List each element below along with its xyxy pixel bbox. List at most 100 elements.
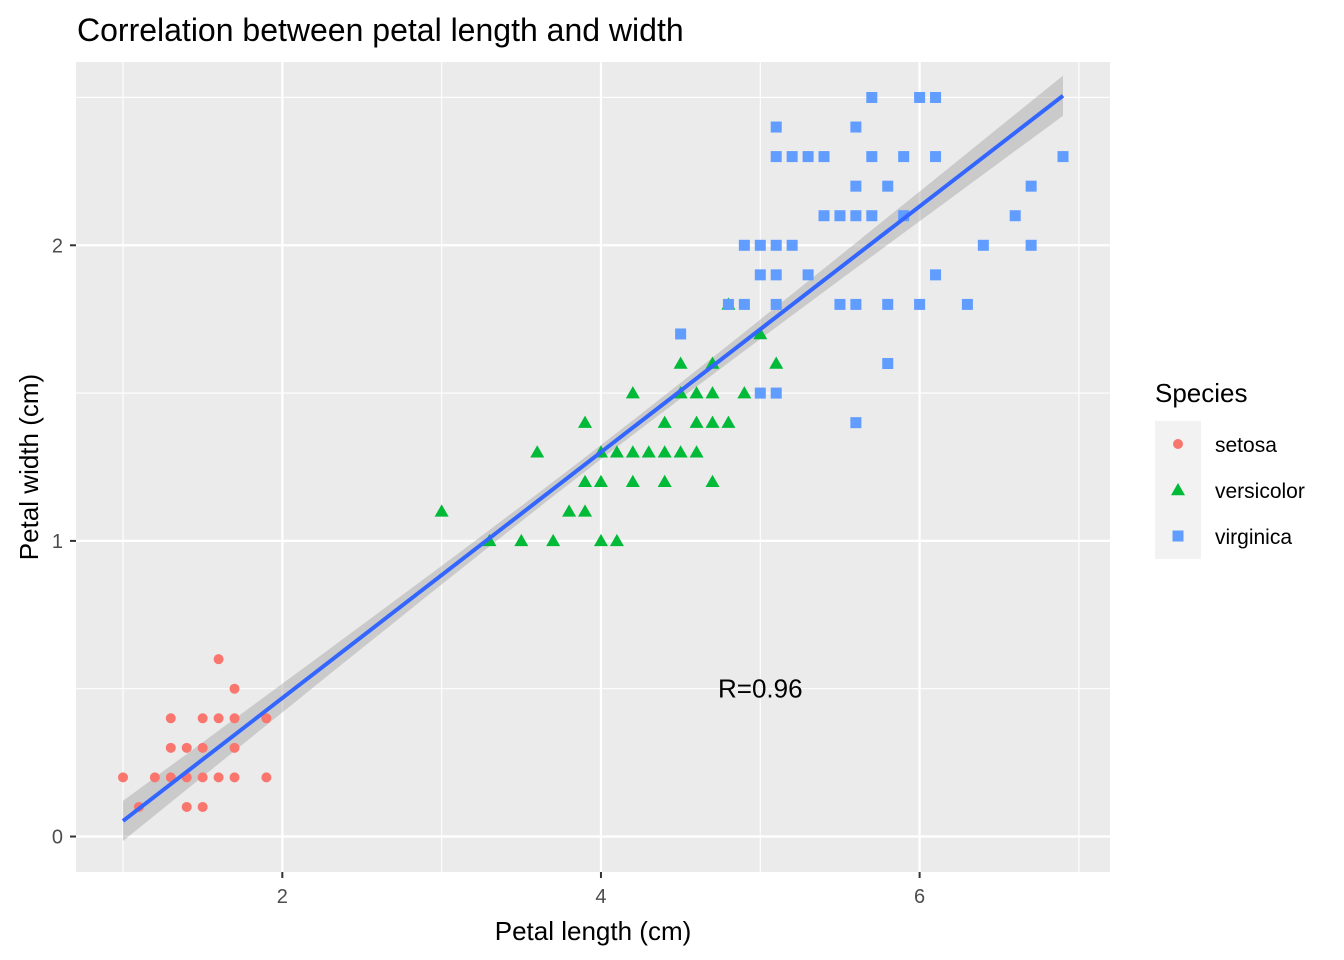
data-point-virginica (802, 269, 814, 281)
data-point-virginica (738, 239, 750, 251)
data-point-virginica (722, 298, 734, 310)
legend-items: setosa versicolor virginica (1155, 421, 1305, 559)
data-point-versicolor (657, 415, 672, 428)
x-tick-label: 2 (277, 886, 288, 908)
legend-label-versicolor: versicolor (1215, 480, 1305, 503)
data-point-virginica (866, 91, 878, 103)
data-point-virginica (930, 151, 942, 163)
data-point-virginica (882, 180, 894, 192)
data-point-versicolor (753, 326, 768, 340)
data-point-virginica (882, 358, 894, 370)
data-point-versicolor (673, 445, 688, 458)
data-point-setosa (229, 683, 240, 694)
data-point-versicolor (593, 474, 608, 488)
data-point-versicolor (609, 533, 624, 547)
chart-title: Correlation between petal length and wid… (77, 12, 684, 48)
series-versicolor (434, 297, 784, 547)
data-point-virginica (866, 210, 878, 222)
data-point-virginica (754, 239, 766, 251)
legend: Species setosa versicolor virginica (1155, 378, 1305, 559)
data-point-versicolor (578, 415, 593, 428)
correlation-annotation: R=0.96 (718, 674, 803, 704)
data-point-virginica (786, 151, 798, 163)
data-point-setosa (165, 742, 176, 753)
data-point-setosa (197, 801, 208, 812)
data-point-versicolor (689, 445, 704, 458)
data-point-virginica (770, 269, 782, 281)
data-point-virginica (1025, 239, 1037, 251)
data-point-virginica (961, 298, 973, 310)
data-point-versicolor (641, 445, 656, 458)
trendline-layer (121, 94, 1065, 823)
legend-title: Species (1155, 378, 1248, 408)
data-point-virginica (1025, 180, 1037, 192)
data-point-virginica (834, 210, 846, 222)
data-points (118, 91, 1069, 812)
data-point-versicolor (514, 533, 529, 547)
data-point-setosa (229, 713, 240, 724)
data-point-versicolor (625, 474, 640, 488)
data-point-virginica (898, 151, 910, 163)
data-point-virginica (898, 210, 910, 222)
data-point-setosa (261, 713, 272, 724)
data-point-virginica (802, 151, 814, 163)
gridlines (76, 62, 1110, 872)
data-point-versicolor (689, 415, 704, 428)
data-point-virginica (738, 298, 750, 310)
data-point-virginica (914, 91, 926, 103)
plot-panel (76, 62, 1110, 872)
data-point-virginica (770, 151, 782, 163)
x-axis-title: Petal length (cm) (495, 916, 692, 946)
data-point-versicolor (737, 386, 752, 399)
data-point-virginica (850, 180, 862, 192)
data-point-setosa (213, 654, 224, 665)
data-point-versicolor (434, 504, 449, 517)
data-point-setosa (213, 772, 224, 783)
x-tick-label: 4 (595, 886, 606, 908)
data-point-setosa (213, 713, 224, 724)
data-point-virginica (786, 239, 798, 251)
data-point-versicolor (609, 445, 624, 458)
legend-key-versicolor (1171, 483, 1185, 496)
data-point-versicolor (546, 533, 561, 547)
y-axis-title: Petal width (cm) (14, 374, 44, 560)
data-point-setosa (181, 801, 192, 812)
trendline (121, 94, 1065, 823)
data-point-virginica (914, 298, 926, 310)
x-tick-label: 6 (914, 886, 925, 908)
data-point-virginica (882, 298, 894, 310)
data-point-versicolor (625, 445, 640, 458)
data-point-virginica (930, 91, 942, 103)
legend-label-virginica: virginica (1215, 526, 1292, 549)
data-point-setosa (149, 772, 160, 783)
data-point-versicolor (689, 386, 704, 399)
data-point-virginica (754, 269, 766, 281)
data-point-virginica (818, 210, 830, 222)
data-point-setosa (261, 772, 272, 783)
legend-key-setosa (1173, 439, 1183, 449)
data-point-setosa (229, 742, 240, 753)
series-virginica (675, 91, 1069, 429)
data-point-versicolor (657, 445, 672, 458)
data-point-virginica (977, 239, 989, 251)
data-point-setosa (118, 772, 128, 783)
data-point-virginica (754, 387, 766, 399)
legend-key-virginica (1172, 530, 1184, 542)
data-point-virginica (675, 328, 687, 340)
data-point-virginica (850, 121, 862, 133)
data-point-setosa (197, 713, 208, 724)
data-point-versicolor (593, 533, 608, 547)
data-point-setosa (197, 742, 208, 753)
data-point-versicolor (769, 356, 784, 369)
data-point-virginica (770, 298, 782, 310)
data-point-virginica (850, 210, 862, 222)
data-point-setosa (229, 772, 240, 783)
data-point-versicolor (578, 504, 593, 517)
data-point-virginica (866, 151, 878, 163)
data-point-setosa (181, 742, 192, 753)
data-point-versicolor (705, 386, 720, 399)
data-point-virginica (770, 239, 782, 251)
data-point-versicolor (657, 474, 672, 488)
data-point-versicolor (673, 356, 688, 369)
